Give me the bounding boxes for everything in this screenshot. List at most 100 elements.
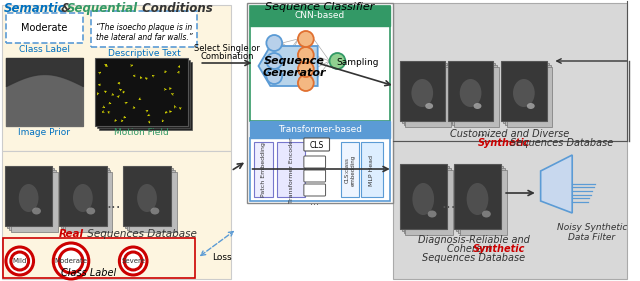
Bar: [401, 63, 447, 123]
Text: Sequences Database: Sequences Database: [507, 138, 613, 148]
Text: the lateral and far walls.”: the lateral and far walls.”: [95, 33, 193, 42]
Bar: [361, 142, 383, 197]
Bar: [2, 151, 231, 279]
Bar: [124, 166, 171, 226]
Text: Loss: Loss: [212, 253, 232, 262]
Bar: [253, 142, 273, 197]
Circle shape: [6, 247, 33, 275]
Bar: [401, 166, 449, 231]
Text: Sampling: Sampling: [336, 58, 378, 67]
Bar: [129, 172, 177, 232]
Bar: [6, 13, 83, 43]
Bar: [501, 61, 547, 121]
Bar: [7, 168, 54, 228]
Text: Descriptive Text: Descriptive Text: [108, 49, 180, 58]
Ellipse shape: [137, 184, 157, 212]
Text: “The isoecho plaque is in: “The isoecho plaque is in: [96, 24, 192, 33]
Bar: [59, 166, 106, 226]
Circle shape: [266, 68, 282, 84]
Circle shape: [298, 61, 314, 77]
Bar: [11, 172, 58, 232]
Bar: [341, 142, 359, 197]
Ellipse shape: [32, 207, 41, 214]
FancyBboxPatch shape: [304, 156, 326, 168]
Text: Sequences Database: Sequences Database: [422, 253, 525, 263]
Text: Transformer Encoder: Transformer Encoder: [289, 137, 294, 203]
Text: ...: ...: [442, 196, 456, 210]
Ellipse shape: [412, 79, 433, 107]
Bar: [450, 63, 495, 123]
Bar: [250, 121, 390, 138]
Bar: [246, 3, 393, 203]
Bar: [2, 5, 231, 151]
Bar: [403, 168, 451, 233]
Bar: [3, 238, 195, 278]
Text: Sequence Classifier: Sequence Classifier: [265, 2, 374, 12]
Bar: [452, 65, 497, 125]
Text: Conditions: Conditions: [138, 2, 213, 15]
Bar: [456, 166, 503, 231]
Ellipse shape: [73, 184, 93, 212]
Circle shape: [59, 249, 83, 273]
Circle shape: [266, 53, 282, 69]
Circle shape: [266, 35, 282, 51]
Ellipse shape: [527, 103, 534, 109]
Text: Transformer-based: Transformer-based: [278, 126, 362, 135]
Circle shape: [298, 75, 314, 91]
Bar: [65, 172, 113, 232]
Bar: [250, 138, 390, 201]
Text: Moderate: Moderate: [21, 23, 68, 33]
Bar: [91, 11, 197, 47]
Ellipse shape: [425, 103, 433, 109]
Bar: [448, 61, 493, 121]
Ellipse shape: [19, 184, 38, 212]
Text: Severe: Severe: [121, 258, 145, 264]
Text: Combination: Combination: [200, 52, 253, 61]
Bar: [454, 67, 499, 127]
Text: Customized and Diverse: Customized and Diverse: [451, 129, 570, 139]
Ellipse shape: [428, 210, 436, 217]
Text: CNN-based: CNN-based: [294, 12, 345, 21]
Circle shape: [120, 247, 147, 275]
Text: Sequential: Sequential: [67, 2, 138, 15]
Text: Synthetic: Synthetic: [472, 244, 525, 254]
Text: Mild: Mild: [13, 258, 27, 264]
Circle shape: [53, 243, 89, 279]
Bar: [127, 170, 175, 230]
Polygon shape: [259, 46, 317, 86]
Text: Patch Embedding: Patch Embedding: [261, 142, 266, 198]
Text: Sequence: Sequence: [264, 56, 324, 66]
Text: Class Label: Class Label: [19, 45, 70, 54]
Bar: [503, 63, 548, 123]
Bar: [9, 170, 56, 230]
Ellipse shape: [467, 183, 488, 215]
Circle shape: [11, 252, 29, 270]
Bar: [61, 168, 109, 228]
Ellipse shape: [86, 207, 95, 214]
Text: Data Filter: Data Filter: [568, 233, 616, 242]
Bar: [97, 60, 191, 128]
Circle shape: [298, 31, 314, 47]
Text: MLP Head: MLP Head: [369, 155, 374, 185]
Ellipse shape: [460, 79, 481, 107]
Text: CLS: CLS: [310, 140, 324, 149]
Text: Synthetic: Synthetic: [477, 138, 530, 148]
Circle shape: [330, 53, 346, 69]
Bar: [399, 164, 447, 229]
Bar: [406, 170, 453, 235]
Bar: [393, 141, 627, 279]
Bar: [403, 65, 449, 125]
Bar: [99, 62, 193, 130]
Bar: [250, 6, 390, 26]
Ellipse shape: [412, 183, 434, 215]
Bar: [458, 168, 505, 233]
Bar: [393, 3, 627, 141]
Text: Select Single or: Select Single or: [194, 44, 260, 53]
Bar: [63, 170, 111, 230]
Text: CLS:class
embedding: CLS:class embedding: [345, 154, 356, 186]
Bar: [399, 61, 445, 121]
Text: Semantic: Semantic: [4, 2, 65, 15]
Bar: [406, 67, 451, 127]
Bar: [5, 166, 52, 226]
Text: ...: ...: [310, 197, 319, 207]
